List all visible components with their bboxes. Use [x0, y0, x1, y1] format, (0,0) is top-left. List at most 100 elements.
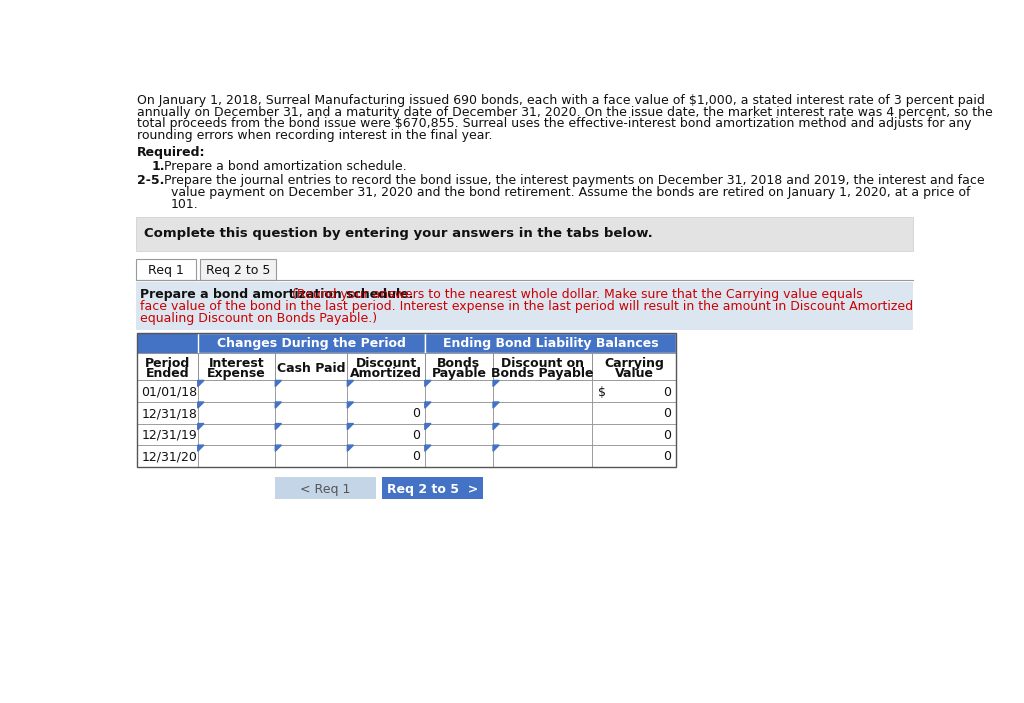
Polygon shape	[493, 423, 500, 430]
Text: Carrying: Carrying	[604, 356, 664, 370]
Text: 01/01/18: 01/01/18	[141, 386, 198, 399]
Text: 0: 0	[664, 451, 672, 463]
Bar	[592, 353, 676, 380]
Polygon shape	[347, 445, 353, 451]
Bar	[198, 333, 425, 353]
Text: total proceeds from the bond issue were $670,855. Surreal uses the effective-int: total proceeds from the bond issue were …	[137, 117, 972, 131]
Polygon shape	[425, 402, 431, 408]
Bar	[493, 445, 592, 467]
Text: Ending Bond Liability Balances: Ending Bond Liability Balances	[442, 337, 658, 350]
Bar	[425, 353, 493, 380]
Bar	[137, 423, 198, 445]
Bar	[592, 402, 676, 423]
Text: 12/31/19: 12/31/19	[141, 429, 197, 442]
Bar	[425, 402, 493, 423]
Bar	[198, 353, 275, 380]
Text: equaling Discount on Bonds Payable.): equaling Discount on Bonds Payable.)	[140, 312, 378, 325]
Bar	[136, 259, 197, 280]
Text: Changes During the Period: Changes During the Period	[217, 337, 406, 350]
Bar	[137, 402, 198, 423]
Polygon shape	[275, 445, 282, 451]
Text: 1.: 1.	[152, 160, 165, 173]
Text: Period: Period	[145, 356, 190, 370]
Polygon shape	[347, 402, 353, 408]
Bar	[347, 402, 425, 423]
Text: On January 1, 2018, Surreal Manufacturing issued 690 bonds, each with a face val: On January 1, 2018, Surreal Manufacturin…	[137, 93, 985, 107]
Bar	[136, 282, 913, 330]
Polygon shape	[493, 380, 500, 387]
Polygon shape	[425, 380, 431, 387]
Polygon shape	[347, 380, 353, 387]
Text: value payment on December 31, 2020 and the bond retirement. Assume the bonds are: value payment on December 31, 2020 and t…	[171, 186, 970, 199]
Text: Prepare a bond amortization schedule.: Prepare a bond amortization schedule.	[140, 288, 414, 301]
Text: Prepare a bond amortization schedule.: Prepare a bond amortization schedule.	[164, 160, 407, 173]
Polygon shape	[198, 423, 204, 430]
Polygon shape	[198, 380, 204, 387]
Bar	[592, 423, 676, 445]
Text: Bonds Payable: Bonds Payable	[492, 366, 594, 380]
Bar	[425, 445, 493, 467]
Text: Bonds: Bonds	[437, 356, 480, 370]
Bar	[275, 477, 376, 499]
Text: Req 2 to 5  >: Req 2 to 5 >	[387, 483, 478, 496]
Bar	[275, 423, 347, 445]
Text: rounding errors when recording interest in the final year.: rounding errors when recording interest …	[137, 129, 493, 143]
Text: 0: 0	[413, 407, 420, 420]
Bar	[137, 353, 198, 380]
Text: 2-5.: 2-5.	[137, 174, 165, 187]
Text: < Req 1: < Req 1	[300, 483, 351, 496]
Bar	[198, 380, 275, 402]
Bar	[137, 333, 676, 353]
Text: Cash Paid: Cash Paid	[278, 361, 345, 375]
Bar	[347, 445, 425, 467]
Bar	[347, 380, 425, 402]
Polygon shape	[493, 402, 500, 408]
Text: 0: 0	[664, 386, 672, 399]
Text: 101.: 101.	[171, 198, 199, 211]
Bar	[200, 259, 276, 280]
Text: 0: 0	[664, 407, 672, 420]
Bar	[275, 402, 347, 423]
Bar	[592, 445, 676, 467]
Text: Req 1: Req 1	[148, 264, 184, 277]
Text: 12/31/18: 12/31/18	[141, 407, 197, 420]
Text: Req 2 to 5: Req 2 to 5	[206, 264, 270, 277]
Bar	[382, 477, 483, 499]
Text: $: $	[598, 386, 606, 399]
Bar	[425, 380, 493, 402]
Bar	[137, 380, 198, 402]
Text: Payable: Payable	[431, 366, 486, 380]
Bar	[493, 402, 592, 423]
Polygon shape	[493, 445, 500, 451]
Bar	[493, 353, 592, 380]
Text: Amortized: Amortized	[350, 366, 422, 380]
Polygon shape	[198, 402, 204, 408]
Polygon shape	[275, 402, 282, 408]
Polygon shape	[198, 445, 204, 451]
Text: 12/31/20: 12/31/20	[141, 451, 197, 463]
Bar	[137, 333, 676, 467]
Bar	[198, 445, 275, 467]
Text: Prepare the journal entries to record the bond issue, the interest payments on D: Prepare the journal entries to record th…	[164, 174, 984, 187]
Bar	[592, 380, 676, 402]
Bar	[425, 333, 676, 353]
Text: Required:: Required:	[137, 146, 206, 159]
Bar	[137, 445, 198, 467]
Bar	[198, 423, 275, 445]
Bar	[198, 402, 275, 423]
Text: 0: 0	[413, 429, 420, 442]
Bar	[275, 380, 347, 402]
Text: Ended: Ended	[145, 366, 189, 380]
Text: (Round your answers to the nearest whole dollar. Make sure that the Carrying val: (Round your answers to the nearest whole…	[288, 288, 863, 301]
Text: Value: Value	[614, 366, 653, 380]
Bar	[493, 423, 592, 445]
Text: 0: 0	[664, 429, 672, 442]
Bar	[275, 445, 347, 467]
Bar	[347, 423, 425, 445]
Polygon shape	[275, 380, 282, 387]
Bar	[493, 380, 592, 402]
Polygon shape	[425, 423, 431, 430]
Text: Discount: Discount	[355, 356, 417, 370]
Text: face value of the bond in the last period. Interest expense in the last period w: face value of the bond in the last perio…	[140, 300, 913, 313]
Bar	[136, 217, 913, 251]
